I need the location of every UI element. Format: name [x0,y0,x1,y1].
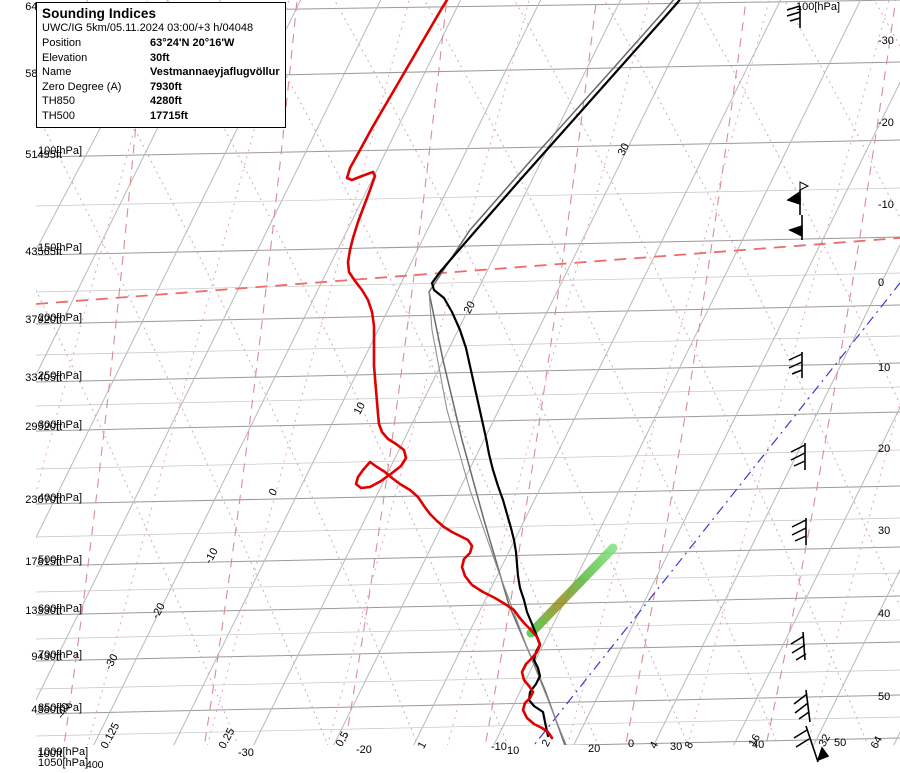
bottom-temperature-label: 30 [670,741,683,753]
altitude-tick-label: 23070ft [25,494,62,506]
wind-barb-column [786,5,830,763]
bottom-temperature-label: 0 [628,738,635,750]
bottom-temperature-label: 50 [834,737,847,749]
pressure-tick-label: 250[hPa] [38,370,83,382]
wind-barb-470hPa [791,518,807,545]
pressure-tick-label: 500[hPa] [38,554,83,566]
parcel-path-curve [428,0,675,745]
row-key-zero-degree: Zero Degree (A) [42,80,122,93]
row-value-elevation: 30ft [150,51,170,64]
pressure-tick-label: 700[hPa] [38,649,83,661]
altitude-tick-label: 43565ft [25,246,62,258]
row-value-position: 63°24'N 20°16'W [150,37,235,49]
pressure-tick-label: 300[hPa] [38,419,83,431]
pressure-tick-label: 200[hPa] [38,312,83,324]
pressure-tick-label: 100[hPa] [38,145,83,157]
table-row: Zero Degree (A) 7930ft [42,80,281,95]
pressure-tick-label: 150[hPa] [38,242,83,254]
right-temperature-tick-label: -20 [878,117,894,129]
altitude-tick-label: 33405ft [25,372,62,384]
wetbulb-zero-line [533,282,900,745]
table-row: Elevation 30ft [42,51,281,66]
wind-barb-200hPa [788,215,803,240]
pressure-tick-label: 600[hPa] [38,603,83,615]
right-temperature-tick-label: 50 [878,691,891,703]
row-value-th850: 4280ft [150,95,182,107]
parcel-path-lower [428,291,567,745]
row-key-name: Name [42,66,72,78]
table-row: TH500 17715ft [42,109,281,124]
wind-barb-180hPa [786,181,810,215]
wind-barb-380hPa [790,443,806,470]
zero-degree-line [36,237,900,305]
row-key-position: Position [42,37,82,49]
wind-barb-690hPa [790,631,807,661]
wind-barb-surface [793,725,830,763]
row-value-name: Vestmannaeyjaflugvöllur [150,66,280,78]
altitude-tick-label: 4380ft [31,704,62,716]
bottom-temperature-label: -10 [491,741,507,753]
bottom-temperature-label: 40 [752,739,765,751]
table-row: TH850 4280ft [42,94,281,109]
row-key-th500: TH500 [42,109,76,122]
top-pressure-label: 100[hPa] [796,1,841,13]
altitude-tick-label: 29520ft [25,421,62,433]
altitude-tick-label: 17815ft [25,556,62,568]
right-temperature-tick-label: -30 [878,35,894,47]
wind-barb-840hPa [793,689,811,723]
pressure-tick-label: 1000[hPa] [38,746,89,758]
table-row: Name Vestmannaeyjaflugvöllur [42,65,281,80]
pressure-tick-label: 1050[hPa] [38,757,89,769]
wind-barb-100hPa [786,5,801,28]
temperature-curve [430,0,681,738]
shear-ribbon [526,543,618,638]
bottom-corner-label: 400 [86,759,104,771]
wind-barb-280hPa [788,352,803,378]
altitude-tick-label: 13330ft [25,605,62,617]
altitude-tick-label: 51495ft [25,149,62,161]
panel-title: Sounding Indices [42,6,157,21]
table-row: Position 63°24'N 20°16'W [42,36,281,51]
row-key-elevation: Elevation [42,51,88,64]
right-temperature-tick-label: 30 [878,525,891,537]
row-value-zero-degree: 7930ft [150,80,182,93]
sounding-indices-panel: Sounding Indices UWC/IG 5km/05.11.2024 0… [36,2,286,128]
bottom-temperature-label: -30 [238,747,254,759]
dewpoint-curve [345,0,554,740]
altitude-tick-label: 37920ft [25,314,62,326]
right-temperature-tick-label: 20 [878,443,891,455]
row-key-th850: TH850 [42,95,76,107]
altitude-tick-label: 9430ft [31,651,62,663]
right-temperature-tick-label: -10 [878,199,894,211]
altitude-tick-label: 100ft [37,748,62,760]
right-temperature-tick-label: 0 [878,277,885,289]
right-temperature-tick-label: 40 [878,608,891,620]
panel-subtitle: UWC/IG 5km/05.11.2024 03:00/+3 h/04048 [42,22,254,34]
right-temperature-tick-label: 10 [878,362,891,374]
bottom-temperature-label: -20 [356,744,372,756]
indices-table: Position 63°24'N 20°16'W Elevation 30ft … [42,36,281,123]
bottom-temperature-label: 10 [507,745,520,757]
pressure-tick-label: 850[hPa] [38,702,83,714]
pressure-tick-label: 400[hPa] [38,492,83,504]
bottom-temperature-label: 20 [588,743,601,755]
row-value-th500: 17715ft [150,109,188,122]
